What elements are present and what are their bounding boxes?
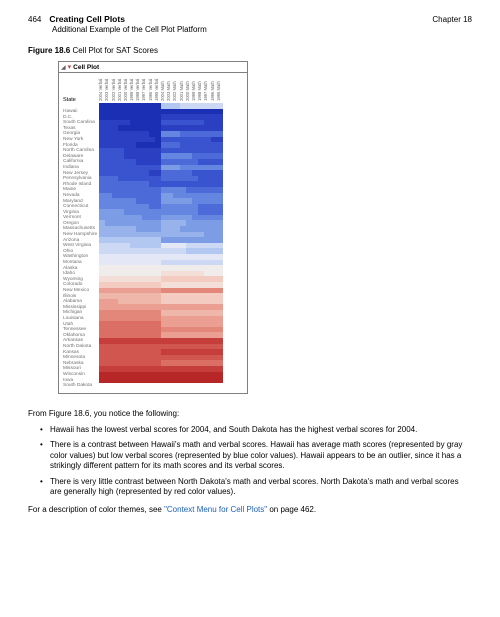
column-label: 2002 Math: [172, 95, 177, 101]
column-label: 1995 Math: [216, 95, 221, 101]
column-label: 2001 Verbal: [117, 95, 122, 101]
heat-cell: [217, 377, 223, 383]
column-label: 1996 Verbal: [148, 95, 153, 101]
grid-column: 2004 Verbal2003 Verbal2002 Verbal2001 Ve…: [99, 75, 223, 389]
page-title: Creating Cell Plots: [49, 14, 125, 24]
page-subtitle: Additional Example of the Cell Plot Plat…: [52, 25, 472, 34]
disclosure-icon[interactable]: ◢: [61, 64, 66, 71]
bullet-1: Hawaii has the lowest verbal scores for …: [40, 425, 472, 436]
column-label: 1995 Verbal: [154, 95, 159, 101]
column-label: 2003 Verbal: [104, 95, 109, 101]
plot-title-bar[interactable]: ◢ ▾ Cell Plot: [59, 62, 247, 73]
row-header: State: [63, 97, 97, 103]
cell-plot-panel: ◢ ▾ Cell Plot State HawaiiD.C.South Caro…: [58, 61, 248, 394]
row-labels-column: State HawaiiD.C.South CarolinaTexasGeorg…: [61, 97, 97, 389]
column-label: 2003 Math: [166, 95, 171, 101]
page-number: 464: [28, 15, 41, 24]
figure-caption-text: Cell Plot for SAT Scores: [72, 46, 158, 55]
column-headers: 2004 Verbal2003 Verbal2002 Verbal2001 Ve…: [99, 75, 223, 103]
chapter-label: Chapter 18: [432, 15, 472, 24]
bullet-list: Hawaii has the lowest verbal scores for …: [40, 425, 472, 498]
column-label: 1997 Math: [203, 95, 208, 101]
plot-body: State HawaiiD.C.South CarolinaTexasGeorg…: [59, 73, 247, 393]
state-label: South Dakota: [61, 383, 97, 389]
heat-row: [99, 377, 223, 383]
bullet-3: There is very little contrast between No…: [40, 477, 472, 498]
hotspot-icon[interactable]: ▾: [68, 63, 72, 71]
context-menu-link[interactable]: "Context Menu for Cell Plots": [164, 505, 267, 514]
state-label: Pennsylvania: [61, 176, 97, 182]
column-label: 2002 Verbal: [111, 95, 116, 101]
heatmap-grid: [99, 103, 223, 383]
column-label: 1999 Math: [191, 95, 196, 101]
state-label: North Carolina: [61, 148, 97, 154]
bullet-2: There is a contrast between Hawaii's mat…: [40, 440, 472, 472]
outro-text: For a description of color themes, see "…: [28, 504, 472, 515]
state-label: New Hampshire: [61, 232, 97, 238]
column-label: 1997 Verbal: [141, 95, 146, 101]
column-label: 2001 Math: [179, 95, 184, 101]
column-label: 1998 Verbal: [135, 95, 140, 101]
column-label: 1996 Math: [210, 95, 215, 101]
page-header: 464 Creating Cell Plots Chapter 18: [28, 14, 472, 24]
column-label: 1999 Verbal: [129, 95, 134, 101]
cell-plot-wrapper: ◢ ▾ Cell Plot State HawaiiD.C.South Caro…: [58, 61, 472, 394]
column-label: 2000 Math: [185, 95, 190, 101]
body-text: From Figure 18.6, you notice the followi…: [28, 408, 472, 515]
intro-text: From Figure 18.6, you notice the followi…: [28, 408, 472, 419]
outro-post: on page 462.: [267, 505, 316, 514]
plot-title: Cell Plot: [73, 64, 99, 71]
outro-pre: For a description of color themes, see: [28, 505, 164, 514]
state-label: South Carolina: [61, 120, 97, 126]
figure-label: Figure 18.6: [28, 46, 70, 55]
header-left: 464 Creating Cell Plots: [28, 14, 125, 24]
figure-caption: Figure 18.6 Cell Plot for SAT Scores: [28, 46, 472, 55]
column-label: 2004 Math: [160, 95, 165, 101]
column-label: 2004 Verbal: [98, 95, 103, 101]
column-label: 1998 Math: [197, 95, 202, 101]
column-label: 2000 Verbal: [123, 95, 128, 101]
